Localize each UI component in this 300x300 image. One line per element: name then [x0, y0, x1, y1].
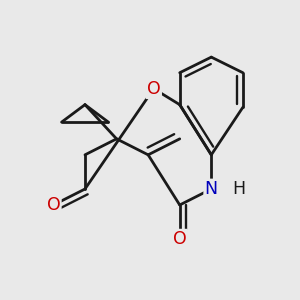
- Text: H: H: [232, 180, 246, 198]
- Text: N: N: [205, 180, 218, 198]
- Text: O: O: [173, 230, 187, 248]
- Text: O: O: [147, 80, 160, 98]
- Text: O: O: [46, 196, 60, 214]
